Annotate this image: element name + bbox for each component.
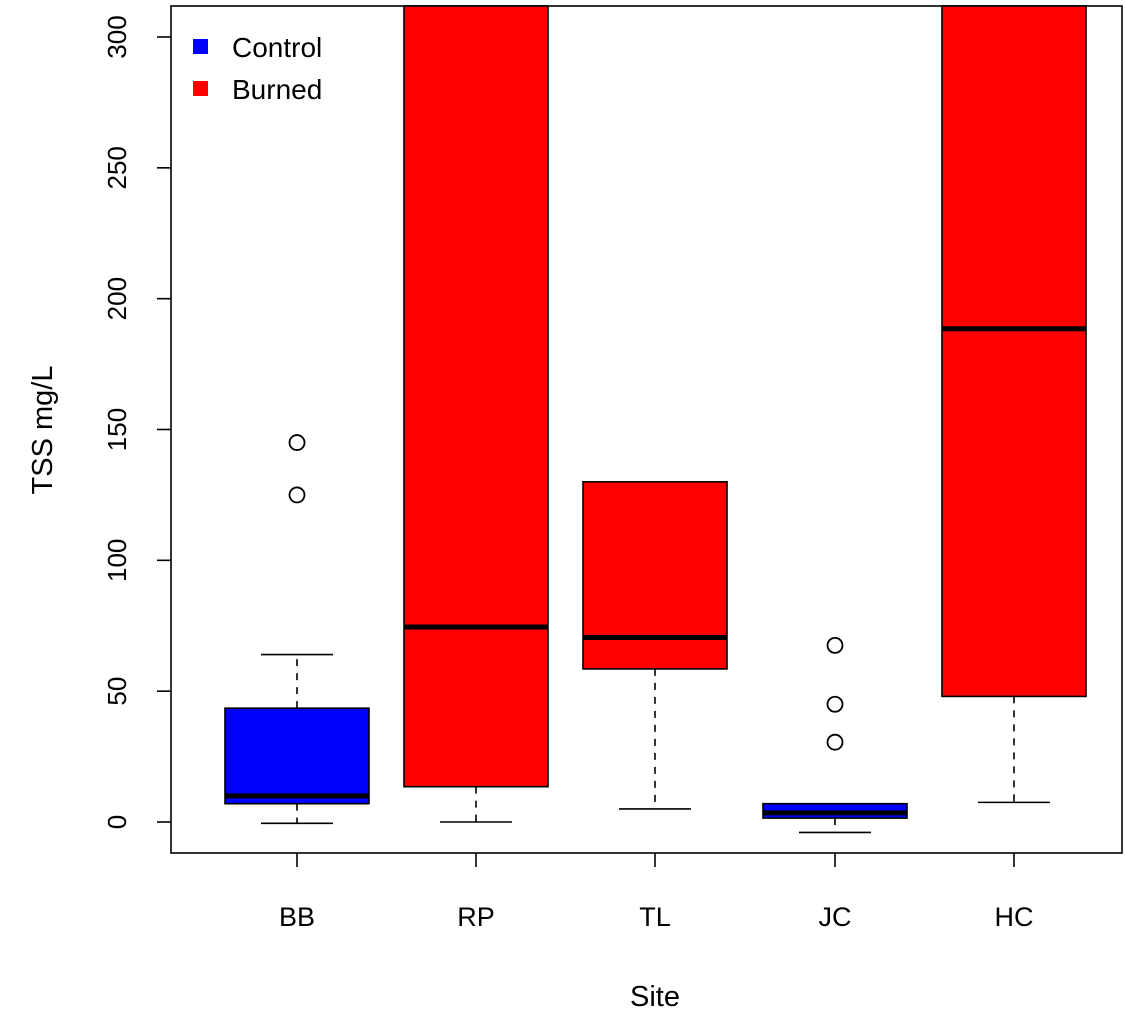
box-RP [403, 5, 549, 823]
x-tick-label-BB: BB [279, 902, 315, 932]
y-tick-label-250: 250 [102, 146, 132, 189]
box-rect-RP [403, 5, 549, 788]
y-tick-label-200: 200 [102, 277, 132, 320]
legend-swatch-control [193, 39, 208, 54]
boxes-layer [224, 5, 1087, 834]
legend-swatch-burned [193, 81, 208, 96]
legend-label-control: Control [232, 32, 322, 63]
legend: Control Burned [193, 32, 322, 105]
box-rect-BB [224, 707, 370, 805]
outlier-BB-0 [288, 486, 306, 504]
box-HC [941, 5, 1087, 804]
box-BB [224, 434, 370, 825]
outlier-JC-2 [826, 636, 844, 654]
box-rect-HC [941, 5, 1087, 698]
x-tick-label-JC: JC [819, 902, 852, 932]
outlier-JC-1 [826, 695, 844, 713]
x-axis-title: Site [630, 981, 680, 1013]
box-JC [762, 636, 908, 834]
y-tick-label-300: 300 [102, 15, 132, 58]
y-tick-label-150: 150 [102, 408, 132, 451]
y-axis-title: TSS mg/L [27, 366, 59, 495]
y-tick-label-50: 50 [102, 677, 132, 706]
y-tick-label-100: 100 [102, 539, 132, 582]
outlier-BB-1 [288, 434, 306, 451]
x-axis: BB RP TL JC HC [279, 853, 1034, 932]
box-rect-TL [582, 481, 728, 670]
y-tick-label-0: 0 [102, 815, 132, 829]
box-TL [582, 481, 728, 810]
legend-label-burned: Burned [232, 74, 322, 105]
x-tick-label-HC: HC [995, 902, 1034, 932]
x-tick-label-TL: TL [639, 902, 671, 932]
y-axis: 0 50 100 150 200 250 300 [102, 15, 171, 829]
x-tick-label-RP: RP [457, 902, 495, 932]
outlier-JC-0 [826, 733, 844, 751]
